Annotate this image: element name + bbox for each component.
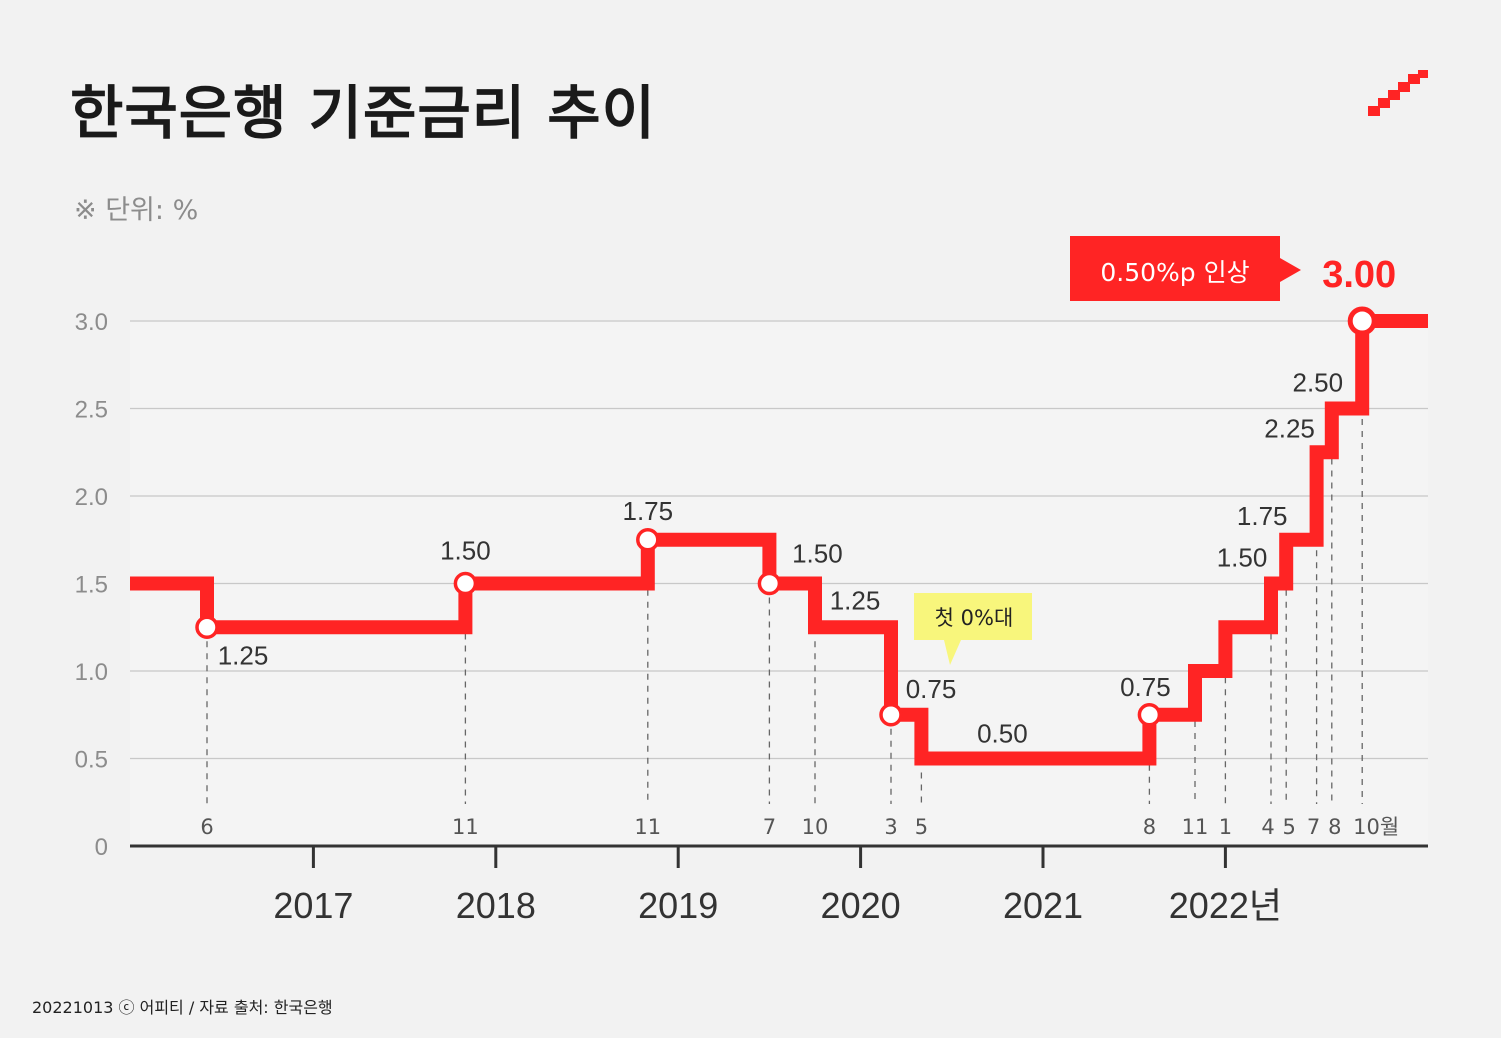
y-tick-label: 2.5 (75, 397, 108, 424)
value-label: 0.50 (977, 719, 1028, 749)
month-label: 11 (1182, 815, 1209, 839)
y-tick-label: 2.0 (75, 484, 108, 511)
stairs-up-icon (1368, 70, 1428, 116)
y-tick-label: 1.5 (75, 572, 108, 599)
footer-credit: 20221013 ⓒ 어피티 / 자료 출처: 한국은행 (32, 998, 333, 1017)
year-label: 2022년 (1169, 885, 1282, 926)
rate-point-marker (757, 571, 782, 596)
rate-point-marker (195, 615, 219, 639)
year-label: 2018 (456, 885, 536, 926)
rate-point-marker (1347, 306, 1377, 336)
month-label: 8 (1143, 815, 1156, 839)
value-label: 1.25 (830, 585, 881, 615)
callout-yellow-text: 첫 0%대 (935, 606, 1014, 630)
month-label: 10 (802, 815, 829, 839)
value-label: 0.75 (906, 674, 957, 704)
rate-point-marker (453, 571, 478, 596)
month-label: 3 (884, 815, 897, 839)
month-label: 1 (1219, 815, 1232, 839)
value-label: 1.50 (1217, 543, 1268, 573)
y-tick-label: 0 (95, 834, 108, 861)
rate-step-line (130, 314, 1428, 766)
month-label: 8 (1328, 815, 1341, 839)
year-label: 2017 (273, 885, 353, 926)
month-label: 6 (200, 815, 213, 839)
month-label: 7 (763, 815, 776, 839)
callout-red-bubble (1070, 236, 1301, 301)
rate-point-marker (636, 528, 660, 552)
page-title: 한국은행 기준금리 추이 (70, 79, 656, 147)
year-label: 2021 (1003, 885, 1083, 926)
value-label: 1.75 (622, 496, 673, 526)
month-label: 10월 (1353, 815, 1399, 839)
value-label: 2.50 (1292, 368, 1343, 398)
value-label: 0.75 (1120, 672, 1171, 702)
y-tick-label: 3.0 (75, 309, 108, 336)
year-label: 2019 (638, 885, 718, 926)
rate-point-marker (1137, 703, 1162, 727)
month-label: 5 (915, 815, 928, 839)
month-label: 11 (452, 815, 479, 839)
callout-red-text: 0.50%p 인상 (1100, 258, 1249, 287)
y-tick-label: 0.5 (75, 747, 108, 774)
value-label: 1.50 (440, 536, 491, 566)
month-label: 7 (1307, 815, 1320, 839)
year-label: 2020 (821, 885, 901, 926)
month-label: 4 (1261, 815, 1274, 839)
callout-yellow-bubble (914, 593, 1032, 665)
value-label: 3.00 (1322, 254, 1396, 296)
value-label: 1.50 (792, 539, 843, 569)
month-label: 5 (1283, 815, 1296, 839)
unit-note: ※ 단위: % (74, 195, 199, 226)
value-label: 1.25 (218, 640, 269, 670)
y-tick-label: 1.0 (75, 659, 108, 686)
month-label: 11 (634, 815, 661, 839)
value-label: 2.25 (1264, 413, 1315, 443)
value-label: 1.75 (1237, 501, 1288, 531)
rate-point-marker (879, 703, 903, 727)
